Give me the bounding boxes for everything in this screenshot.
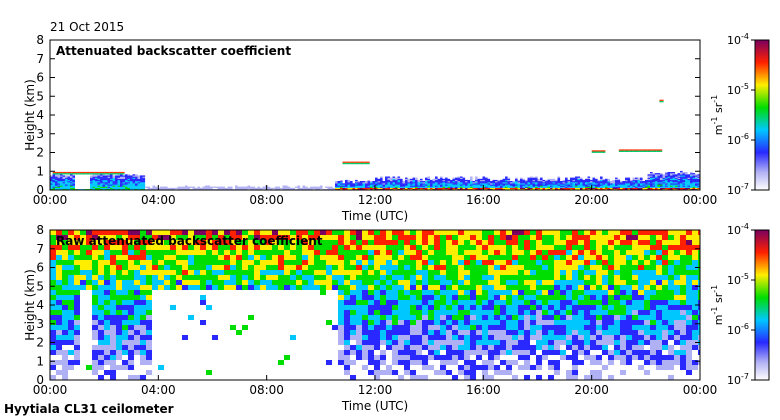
x-tick-label: 04:00 <box>141 383 176 397</box>
panel-title: Raw attenuated backscatter coefficient <box>56 234 323 248</box>
y-tick-label: 4 <box>36 108 44 122</box>
y-tick-label: 8 <box>36 223 44 237</box>
x-axis-label: Time (UTC) <box>341 209 408 223</box>
y-tick-label: 3 <box>36 127 44 141</box>
x-tick-label: 16:00 <box>466 193 501 207</box>
y-tick-label: 6 <box>36 71 44 85</box>
y-tick-label: 7 <box>36 52 44 66</box>
colorbar-tick-label: 10-4 <box>727 32 749 47</box>
colorbar-tick-label: 10-6 <box>727 132 749 147</box>
colorbar-tick-label: 10-6 <box>727 322 749 337</box>
backscatter-field <box>50 230 700 380</box>
y-tick-label: 0 <box>36 373 44 387</box>
colorbar-scale <box>754 229 770 381</box>
x-tick-label: 08:00 <box>249 383 284 397</box>
x-tick-label: 20:00 <box>574 193 609 207</box>
y-tick-label: 1 <box>36 164 44 178</box>
x-tick-label: 00:00 <box>683 383 718 397</box>
colorbar: 10-7 10-6 10-5 10-4 m-1 sr-1 <box>710 32 770 197</box>
backscatter-field <box>50 99 700 190</box>
y-tick-label: 0 <box>36 183 44 197</box>
x-tick-label: 12:00 <box>358 193 393 207</box>
colorbar-tick-label: 10-4 <box>727 222 749 237</box>
date-label: 21 Oct 2015 <box>50 20 125 34</box>
y-tick-label: 5 <box>36 89 44 103</box>
y-axis-label: Height (km) <box>23 79 37 150</box>
x-tick-label: 20:00 <box>574 383 609 397</box>
y-tick-label: 6 <box>36 261 44 275</box>
colorbar-unit-label: m-1 sr-1 <box>710 285 725 325</box>
y-tick-label: 8 <box>36 33 44 47</box>
x-tick-label: 16:00 <box>466 383 501 397</box>
x-tick-label: 04:00 <box>141 193 176 207</box>
y-axis-label: Height (km) <box>23 269 37 340</box>
colorbar-tick-label: 10-5 <box>727 272 749 287</box>
panel-2: Raw attenuated backscatter coefficient 0 1… <box>23 222 770 413</box>
y-tick-label: 2 <box>36 146 44 160</box>
x-tick-label: 12:00 <box>358 383 393 397</box>
y-tick-label: 2 <box>36 336 44 350</box>
colorbar-unit-label: m-1 sr-1 <box>710 95 725 135</box>
x-axis-label: Time (UTC) <box>341 399 408 413</box>
colorbar-scale <box>754 39 770 191</box>
x-tick-label: 00:00 <box>683 193 718 207</box>
plot-frame <box>49 39 701 191</box>
y-tick-label: 7 <box>36 242 44 256</box>
x-tick-label: 00:00 <box>33 193 68 207</box>
y-tick-label: 4 <box>36 298 44 312</box>
y-tick-label: 1 <box>36 354 44 368</box>
x-tick-label: 00:00 <box>33 383 68 397</box>
panel-title: Attenuated backscatter coefficient <box>56 44 291 58</box>
colorbar-tick-label: 10-7 <box>727 182 749 197</box>
colorbar: 10-7 10-6 10-5 10-4 m-1 sr-1 <box>710 222 770 387</box>
instrument-label: Hyytiala CL31 ceilometer <box>4 402 174 416</box>
colorbar-tick-label: 10-5 <box>727 82 749 97</box>
y-tick-label: 3 <box>36 317 44 331</box>
colorbar-tick-label: 10-7 <box>727 372 749 387</box>
y-tick-label: 5 <box>36 279 44 293</box>
panel-1: Attenuated backscatter coefficient 0 1 2 3 4 5… <box>23 32 770 223</box>
x-tick-label: 08:00 <box>249 193 284 207</box>
